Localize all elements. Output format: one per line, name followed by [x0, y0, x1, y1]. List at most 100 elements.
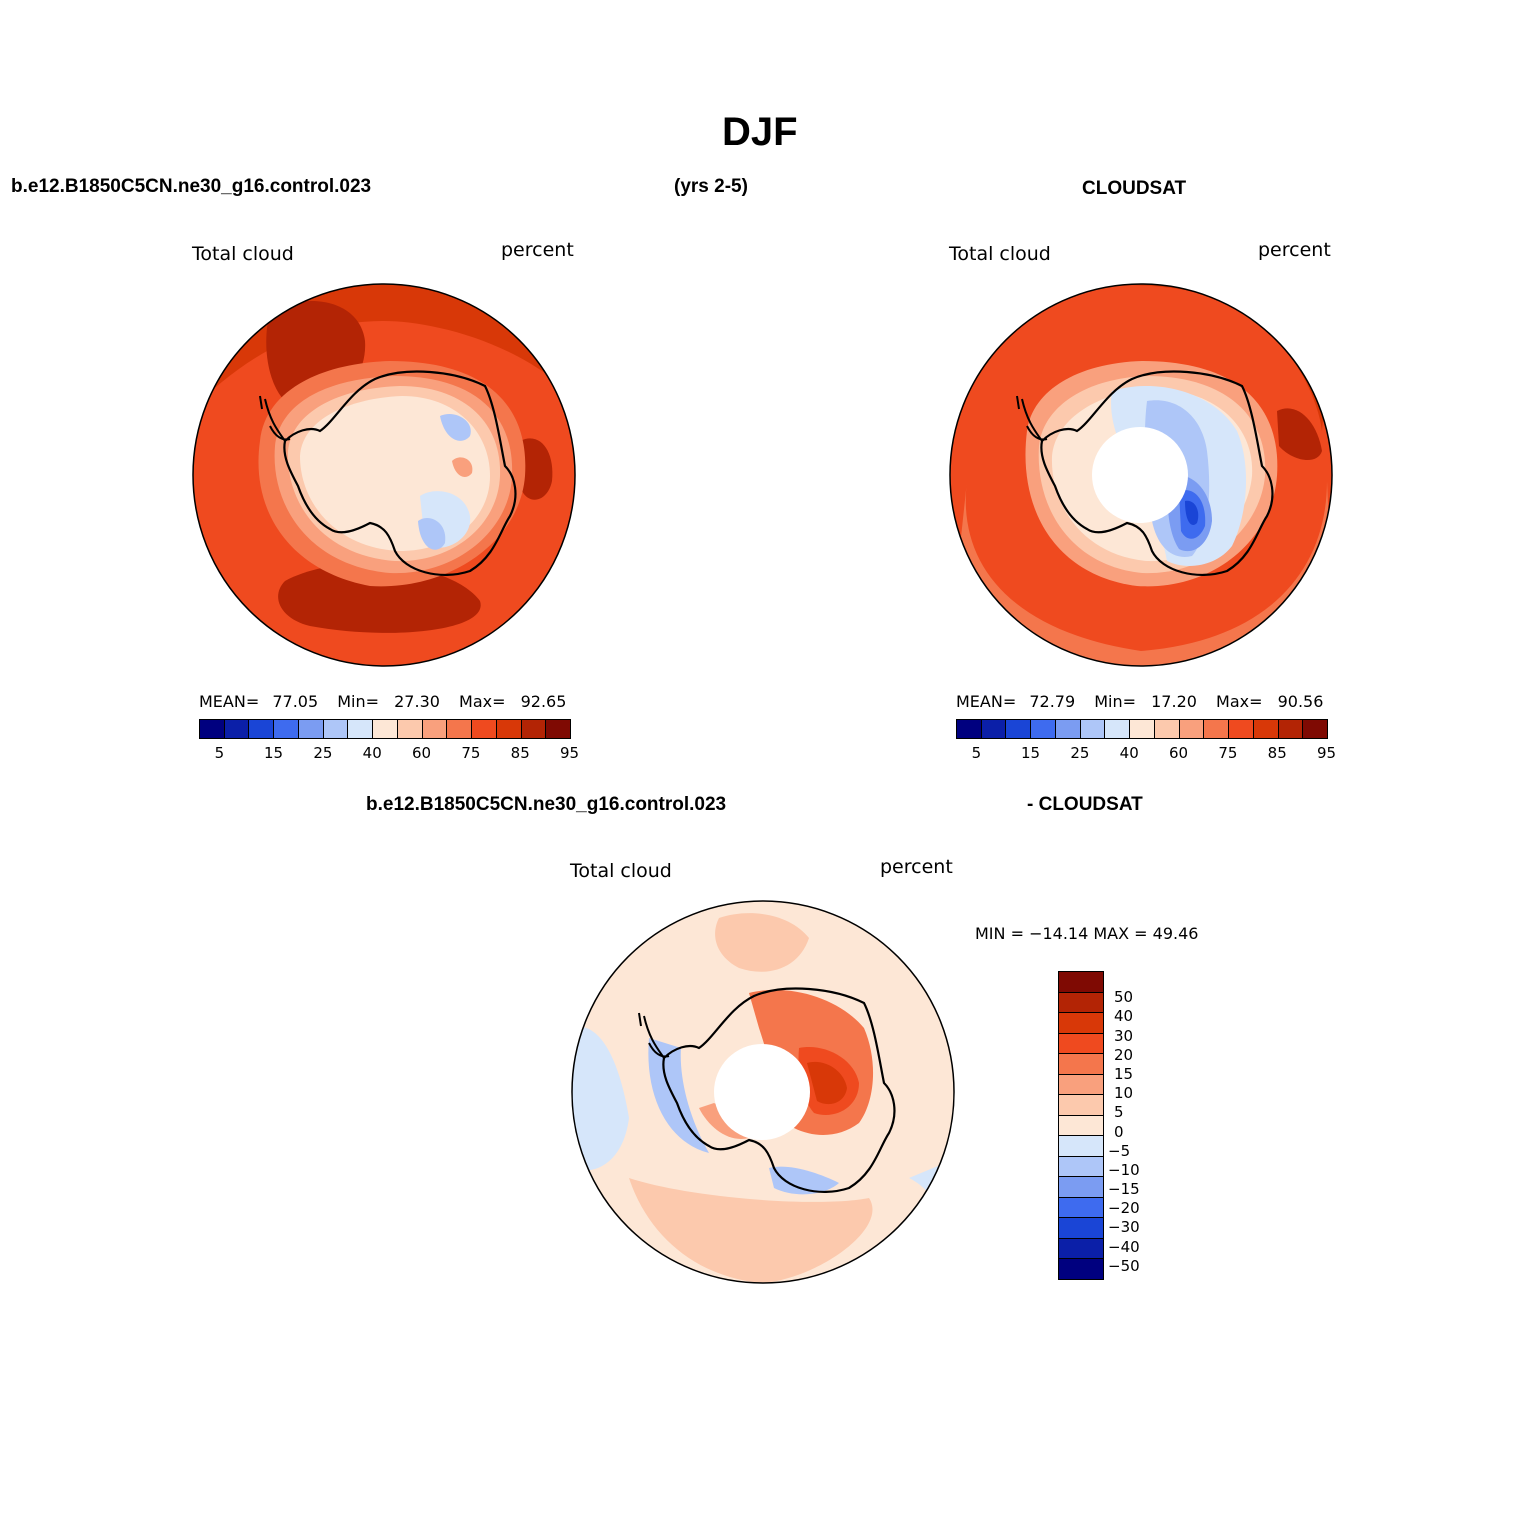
- field-band: [950, 481, 1332, 666]
- colorbar-swatch: [1059, 1033, 1103, 1055]
- colorbar-swatch: [1059, 992, 1103, 1014]
- colorbar-swatch: [1303, 720, 1328, 738]
- colorbar-tick-label: 60: [412, 744, 432, 762]
- panel1-units-label: percent: [501, 239, 574, 261]
- colorbar-swatch: [1059, 1136, 1103, 1157]
- colorbar-tick-label: 20: [1114, 1045, 1134, 1064]
- field-band: [807, 1061, 847, 1105]
- figure-title: DJF: [722, 110, 798, 154]
- coastline: [259, 395, 291, 442]
- colorbar-swatch: [323, 720, 349, 738]
- panel3-colorbar-ticks: 50 40 30 20 15 10 5 0 −5 −10 −15 −20 −30 −40 −50: [1108, 971, 1168, 1278]
- colorbar-tick-label: −50: [1108, 1256, 1140, 1275]
- panel1-stats: MEAN= 77.05 Min= 27.30 Max= 92.65: [199, 692, 566, 711]
- colorbar-swatch: [546, 720, 571, 738]
- field-band: [452, 457, 473, 477]
- panel2-variable-label: Total cloud: [949, 243, 1051, 265]
- colorbar-tick-label: −10: [1108, 1160, 1140, 1179]
- map-border: [949, 283, 1333, 667]
- case-name-diff: b.e12.B1850C5CN.ne30_g16.control.023: [366, 794, 727, 815]
- colorbar-tick-label: −30: [1108, 1218, 1140, 1237]
- field-band: [629, 1178, 873, 1283]
- colorbar-tick-label: 25: [313, 744, 333, 762]
- mean-label: MEAN=: [199, 692, 260, 711]
- min-value: 17.20: [1151, 692, 1197, 711]
- mean-label: MEAN=: [956, 692, 1017, 711]
- colorbar-swatch: [1059, 1259, 1103, 1279]
- colorbar-swatch: [472, 720, 497, 738]
- colorbar-tick-label: 40: [1119, 744, 1139, 762]
- colorbar-swatch: [1154, 720, 1180, 738]
- map-border: [571, 900, 955, 1284]
- colorbar-swatch: [496, 720, 522, 738]
- coastline: [638, 1012, 670, 1059]
- colorbar-swatch: [447, 720, 473, 738]
- colorbar-swatch: [1059, 1054, 1103, 1075]
- field-band: [572, 1026, 629, 1171]
- panel2-units-label: percent: [1258, 239, 1331, 261]
- colorbar-tick-label: −15: [1108, 1180, 1140, 1199]
- colorbar-swatch: [200, 720, 225, 738]
- min-value: 27.30: [394, 692, 440, 711]
- coastline: [1016, 395, 1048, 442]
- colorbar-tick-label: −20: [1108, 1199, 1140, 1218]
- colorbar-tick-label: −40: [1108, 1237, 1140, 1256]
- panel3-minmax: MIN = −14.14 MAX = 49.46: [975, 924, 1199, 943]
- colorbar-swatch: [1059, 1238, 1103, 1260]
- max-value: 92.65: [520, 692, 567, 711]
- mean-value: 72.79: [1029, 692, 1076, 711]
- max-label: Max=: [459, 692, 506, 711]
- colorbar-swatch: [1229, 720, 1254, 738]
- colorbar-swatch: [249, 720, 275, 738]
- field-band: [278, 563, 481, 633]
- map-border: [192, 283, 576, 667]
- colorbar-swatch: [1179, 720, 1205, 738]
- panel2-colorbar-ticks: 5 15 25 40 60 75 85 95: [956, 744, 1336, 764]
- min-label: Min=: [337, 692, 380, 711]
- colorbar-swatch: [1204, 720, 1230, 738]
- colorbar-swatch: [1059, 1115, 1103, 1137]
- colorbar-tick-label: 5: [1114, 1103, 1124, 1122]
- field-band: [1185, 500, 1199, 525]
- colorbar-swatch: [373, 720, 398, 738]
- colorbar-swatch: [348, 720, 374, 738]
- colorbar-swatch: [981, 720, 1007, 738]
- colorbar-swatch: [1059, 1177, 1103, 1198]
- colorbar-swatch: [1059, 1013, 1103, 1034]
- colorbar-tick-label: 15: [264, 744, 284, 762]
- colorbar-swatch: [422, 720, 448, 738]
- obs-name-diff: - CLOUDSAT: [1027, 794, 1143, 815]
- mean-value: 77.05: [272, 692, 319, 711]
- field-band: [715, 913, 809, 972]
- colorbar-swatch: [1059, 1156, 1103, 1178]
- colorbar-swatch: [274, 720, 299, 738]
- colorbar-tick-label: 5: [214, 744, 225, 762]
- panel1-variable-label: Total cloud: [192, 243, 294, 265]
- colorbar-swatch: [1130, 720, 1155, 738]
- panel2-colorbar: [956, 719, 1328, 739]
- colorbar-swatch: [1059, 1197, 1103, 1219]
- colorbar-tick-label: 60: [1169, 744, 1189, 762]
- colorbar-tick-label: 95: [1317, 744, 1337, 762]
- colorbar-swatch: [1059, 972, 1103, 993]
- colorbar-tick-label: 95: [560, 744, 580, 762]
- colorbar-tick-label: −5: [1108, 1141, 1131, 1160]
- colorbar-tick-label: 40: [1114, 1007, 1134, 1026]
- colorbar-swatch: [298, 720, 324, 738]
- panel3-colorbar: [1058, 971, 1104, 1280]
- colorbar-swatch: [1006, 720, 1032, 738]
- panel1-polar-map: [192, 283, 576, 667]
- colorbar-swatch: [1253, 720, 1279, 738]
- colorbar-tick-label: 50: [1114, 988, 1134, 1007]
- field-band: [440, 413, 471, 441]
- colorbar-tick-label: 25: [1070, 744, 1090, 762]
- missing-data-region: [714, 1044, 810, 1140]
- colorbar-swatch: [1055, 720, 1081, 738]
- colorbar-tick-label: 75: [461, 744, 481, 762]
- colorbar-tick-label: 30: [1114, 1026, 1134, 1045]
- panel2-stats: MEAN= 72.79 Min= 17.20 Max= 90.56: [956, 692, 1323, 711]
- colorbar-tick-label: 85: [1267, 744, 1287, 762]
- min-label: Min=: [1094, 692, 1137, 711]
- panel1-colorbar: [199, 719, 571, 739]
- colorbar-swatch: [1080, 720, 1106, 738]
